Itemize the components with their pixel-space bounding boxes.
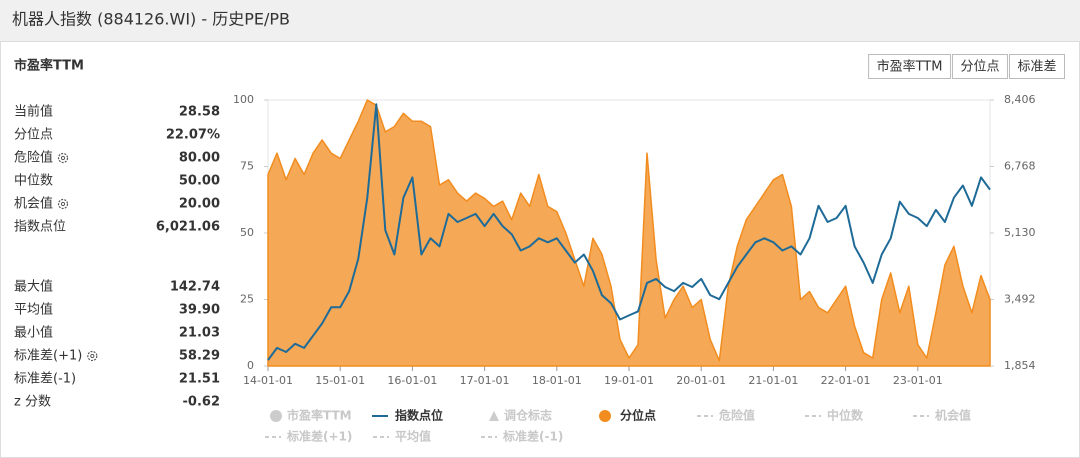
stat-label: 最小值 xyxy=(14,325,53,341)
legend-label[interactable]: 标准差(-1) xyxy=(502,429,563,444)
stat-label: 分位点 xyxy=(14,128,53,143)
legend-label[interactable]: 调仓标志 xyxy=(504,408,552,423)
stat-label: 机会值 xyxy=(14,196,53,212)
settings-icon[interactable] xyxy=(87,350,98,362)
x-tick-label: 15-01-01 xyxy=(315,374,365,387)
x-tick-label: 18-01-01 xyxy=(532,374,582,387)
stat-label: z 分数 xyxy=(14,395,51,410)
stat-value: 21.51 xyxy=(179,372,220,387)
y2-tick-label: 1,854 xyxy=(1004,359,1036,372)
legend-label[interactable]: 中位数 xyxy=(827,408,864,423)
settings-icon[interactable] xyxy=(57,152,69,164)
panel-subtitle: 市盈率TTM xyxy=(14,58,84,74)
y2-tick-label: 6,768 xyxy=(1004,160,1036,173)
settings-icon-hole xyxy=(60,155,66,161)
area xyxy=(267,99,991,367)
y2-tick-label: 3,492 xyxy=(1004,293,1036,306)
y-tick-label: 75 xyxy=(240,160,254,173)
stat-value: 20.00 xyxy=(179,197,220,212)
x-tick-label: 14-01-01 xyxy=(243,374,293,387)
y-tick-label: 0 xyxy=(247,359,254,372)
stat-value: 142.74 xyxy=(170,280,220,295)
x-tick-label: 22-01-01 xyxy=(821,374,871,387)
stat-label: 中位数 xyxy=(14,174,53,189)
legend-label[interactable]: 机会值 xyxy=(935,408,971,423)
stat-label: 最大值 xyxy=(14,279,53,295)
stat-value: 28.58 xyxy=(179,105,220,120)
legend-label[interactable]: 分位点 xyxy=(620,408,656,423)
x-tick-label: 17-01-01 xyxy=(460,374,510,387)
stat-value: -0.62 xyxy=(183,395,220,410)
x-tick-label: 16-01-01 xyxy=(387,374,437,387)
legend-label[interactable]: 指数点位 xyxy=(395,408,443,423)
y-tick-label: 50 xyxy=(240,226,254,239)
settings-icon-hole xyxy=(90,353,95,359)
stat-value: 80.00 xyxy=(179,151,220,166)
stat-label: 当前值 xyxy=(14,104,53,120)
tab-button-label[interactable]: 标准差 xyxy=(1017,60,1056,75)
stat-value: 21.03 xyxy=(179,326,220,341)
legend-symbol[interactable] xyxy=(489,411,499,421)
settings-icon-hole xyxy=(60,201,66,207)
legend-symbol[interactable] xyxy=(270,410,282,422)
y-tick-label: 100 xyxy=(233,93,254,106)
x-tick-label: 21-01-01 xyxy=(748,374,798,387)
legend-label[interactable]: 市盈率TTM xyxy=(287,408,352,423)
x-tick-label: 19-01-01 xyxy=(604,374,654,387)
tab-button-label[interactable]: 市盈率TTM xyxy=(877,59,943,75)
tab-button[interactable] xyxy=(951,54,1008,79)
legend-label[interactable]: 危险值 xyxy=(718,408,755,423)
stat-label: 指数点位 xyxy=(14,220,66,235)
header-title: 机器人指数 (884126.WI) - 历史PE/PB xyxy=(12,10,290,29)
stat-label: 平均值 xyxy=(14,302,53,318)
tab-button[interactable] xyxy=(1008,54,1065,79)
stat-value: 58.29 xyxy=(179,349,220,364)
tab-button-label[interactable]: 分位点 xyxy=(960,60,999,75)
legend-label[interactable]: 标准差(+1) xyxy=(286,429,352,444)
tab-button[interactable] xyxy=(868,54,951,79)
stat-value: 50.00 xyxy=(179,174,220,189)
x-tick-label: 20-01-01 xyxy=(676,374,726,387)
x-tick-label: 23-01-01 xyxy=(893,374,943,387)
stat-value: 39.90 xyxy=(179,303,220,318)
settings-icon[interactable] xyxy=(57,198,69,210)
line xyxy=(267,103,991,361)
legend-symbol[interactable] xyxy=(599,410,611,422)
stat-label: 标准差(-1) xyxy=(14,372,76,387)
y2-tick-label: 5,130 xyxy=(1004,226,1036,239)
y-tick-label: 25 xyxy=(240,293,254,306)
legend-label[interactable]: 平均值 xyxy=(395,429,431,444)
stat-value: 22.07% xyxy=(166,128,220,143)
stat-label: 标准差(+1) xyxy=(14,349,82,364)
y2-tick-label: 8,406 xyxy=(1004,93,1036,106)
stat-value: 6,021.06 xyxy=(156,220,220,235)
stat-label: 危险值 xyxy=(14,150,53,166)
